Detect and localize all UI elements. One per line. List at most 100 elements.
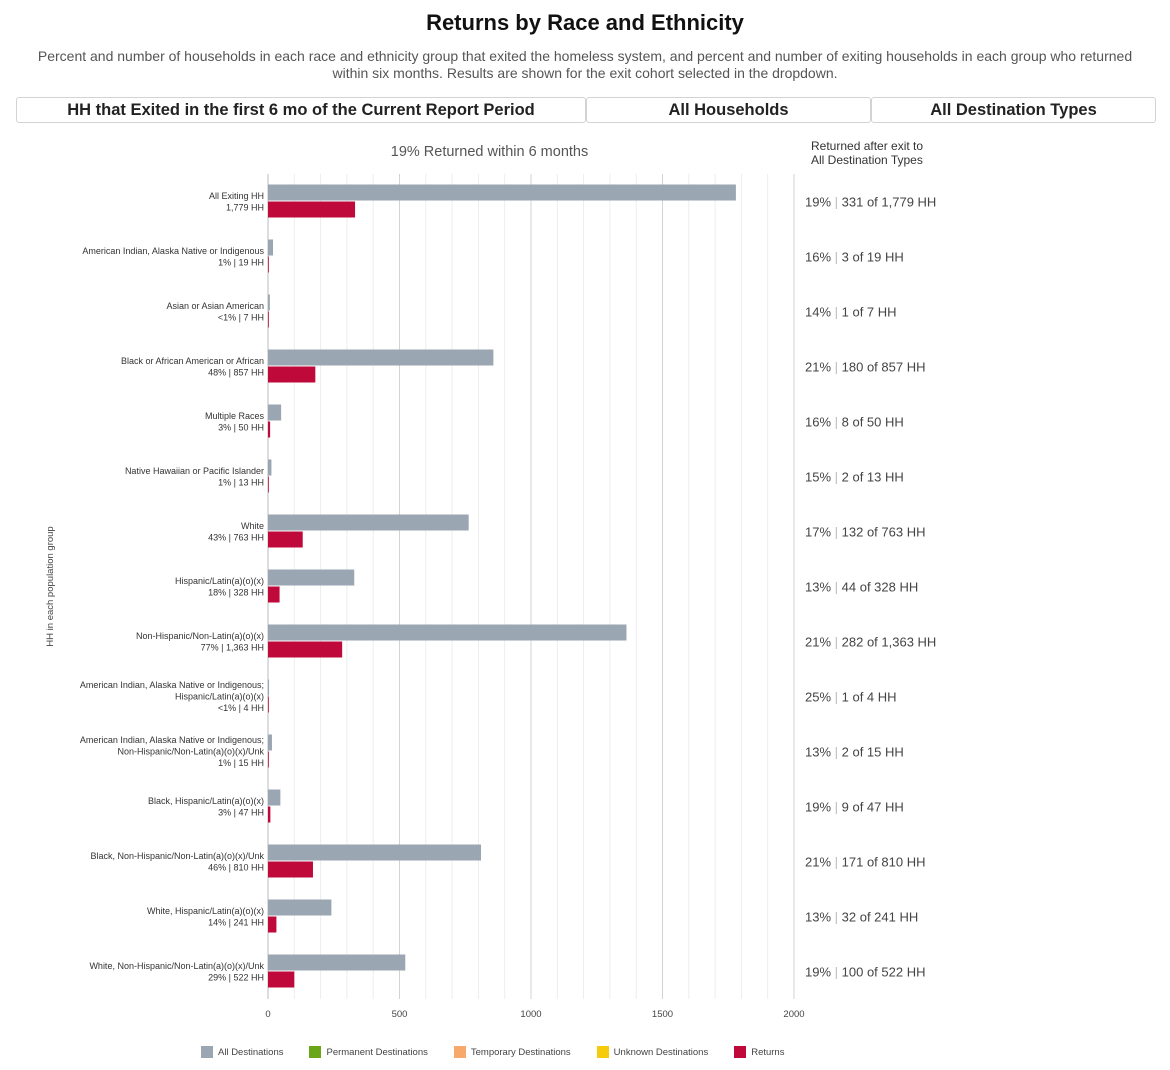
bar-returns: [268, 531, 303, 548]
returns-count: 2 of 13 HH: [842, 470, 904, 485]
returns-percent: 13%: [805, 745, 835, 760]
returns-separator: |: [835, 470, 842, 485]
category-count-label: 77% | 1,363 HH: [201, 642, 264, 652]
bar-all-destinations: [268, 679, 270, 696]
bar-returns: [268, 311, 269, 328]
returns-count: 100 of 522 HH: [842, 965, 926, 980]
category-label: Hispanic/Latin(a)(o)(x): [175, 576, 264, 586]
bar-returns: [268, 751, 269, 768]
destination-type-dropdown[interactable]: All Destination Types: [871, 97, 1156, 123]
legend-swatch: [201, 1046, 213, 1058]
returns-percent: 19%: [805, 800, 835, 815]
bar-all-destinations: [268, 789, 281, 806]
category-label: All Exiting HH: [209, 191, 264, 201]
category-label: American Indian, Alaska Native or Indige…: [80, 680, 264, 690]
legend-label: Permanent Destinations: [326, 1046, 428, 1058]
bar-returns: [268, 861, 313, 878]
bar-all-destinations: [268, 624, 627, 641]
bar-returns: [268, 421, 271, 438]
category-label: White, Hispanic/Latin(a)(o)(x): [147, 906, 264, 916]
legend-item[interactable]: All Destinations: [201, 1046, 283, 1058]
exit-cohort-dropdown[interactable]: HH that Exited in the first 6 mo of the …: [16, 97, 586, 123]
bar-all-destinations: [268, 294, 270, 311]
returns-separator: |: [835, 195, 842, 210]
returns-count: 1 of 7 HH: [842, 305, 897, 320]
returns-percent: 13%: [805, 910, 835, 925]
returns-header-line2: All Destination Types: [811, 153, 923, 167]
y-axis-title: HH in each population group: [45, 526, 56, 646]
returns-summary-text: 15% | 2 of 13 HH: [805, 470, 904, 485]
legend-swatch: [734, 1046, 747, 1058]
returns-summary-text: 13% | 32 of 241 HH: [805, 910, 918, 925]
returns-summary-text: 25% | 1 of 4 HH: [805, 690, 897, 705]
category-count-label: <1% | 4 HH: [218, 703, 264, 713]
legend-item[interactable]: Returns: [734, 1046, 784, 1058]
returns-count: 9 of 47 HH: [842, 800, 904, 815]
returns-count: 1 of 4 HH: [842, 690, 897, 705]
legend-label: All Destinations: [218, 1046, 284, 1058]
category-label: Black, Hispanic/Latin(a)(o)(x): [148, 796, 264, 806]
returns-summary-text: 13% | 2 of 15 HH: [805, 745, 904, 760]
chart-legend: All Destinations Permanent Destinations Te…: [201, 1044, 810, 1060]
bar-all-destinations: [268, 844, 482, 861]
returns-separator: |: [835, 525, 842, 540]
category-count-label: 29% | 522 HH: [208, 972, 264, 982]
returns-summary-text: 16% | 8 of 50 HH: [805, 415, 904, 430]
returns-percent: 17%: [805, 525, 835, 540]
returns-summary-text: 13% | 44 of 328 HH: [805, 580, 918, 595]
legend-item[interactable]: Permanent Destinations: [309, 1046, 428, 1058]
household-type-dropdown[interactable]: All Households: [586, 97, 871, 123]
x-tick-label: 1500: [652, 1009, 673, 1020]
chart-title: 19% Returned within 6 months: [390, 144, 589, 160]
returns-separator: |: [835, 305, 842, 320]
returns-summary-text: 14% | 1 of 7 HH: [805, 305, 897, 320]
bar-returns: [268, 916, 277, 933]
bar-all-destinations: [268, 459, 272, 476]
category-label: Native Hawaiian or Pacific Islander: [125, 466, 264, 476]
bar-returns: [268, 696, 269, 713]
legend-swatch: [309, 1046, 322, 1058]
category-count-label: 1,779 HH: [226, 202, 264, 212]
returns-summary-text: 19% | 331 of 1,779 HH: [805, 195, 936, 210]
bar-all-destinations: [268, 184, 736, 201]
returns-percent: 16%: [805, 250, 835, 265]
x-tick-label: 1000: [520, 1009, 541, 1020]
returns-count: 180 of 857 HH: [842, 360, 926, 375]
bar-returns: [268, 256, 269, 273]
category-label: Asian or Asian American: [166, 301, 264, 311]
bar-returns: [268, 476, 269, 493]
legend-label: Returns: [751, 1046, 785, 1058]
returns-summary-text: 19% | 9 of 47 HH: [805, 800, 904, 815]
category-count-label: 46% | 810 HH: [208, 862, 264, 872]
returns-percent: 21%: [805, 855, 835, 870]
x-tick-label: 0: [265, 1009, 270, 1020]
bar-all-destinations: [268, 404, 282, 421]
category-label: Hispanic/Latin(a)(o)(x): [175, 692, 264, 702]
returns-percent: 15%: [805, 470, 835, 485]
bar-returns: [268, 971, 295, 988]
returns-summary-text: 16% | 3 of 19 HH: [805, 250, 904, 265]
category-count-label: 1% | 19 HH: [218, 257, 264, 267]
category-label: American Indian, Alaska Native or Indige…: [82, 246, 264, 256]
category-label: Black, Non-Hispanic/Non-Latin(a)(o)(x)/U…: [90, 851, 264, 861]
category-label: Non-Hispanic/Non-Latin(a)(o)(x)/Unk: [117, 747, 264, 757]
bar-all-destinations: [268, 954, 406, 971]
returns-separator: |: [835, 965, 842, 980]
returns-separator: |: [835, 360, 842, 375]
legend-label: Unknown Destinations: [613, 1046, 709, 1058]
x-tick-label: 2000: [783, 1009, 804, 1020]
returns-separator: |: [835, 635, 842, 650]
bar-all-destinations: [268, 569, 355, 586]
returns-separator: |: [835, 580, 842, 595]
returns-separator: |: [835, 250, 842, 265]
returns-separator: |: [835, 910, 842, 925]
bar-all-destinations: [268, 514, 469, 531]
legend-item[interactable]: Temporary Destinations: [453, 1046, 571, 1058]
category-count-label: 14% | 241 HH: [208, 917, 264, 927]
category-label: American Indian, Alaska Native or Indige…: [80, 735, 264, 745]
category-count-label: 3% | 47 HH: [218, 807, 264, 817]
returns-separator: |: [835, 415, 842, 430]
legend-item[interactable]: Unknown Destinations: [596, 1046, 709, 1058]
category-count-label: 43% | 763 HH: [208, 532, 264, 542]
returns-percent: 21%: [805, 635, 835, 650]
